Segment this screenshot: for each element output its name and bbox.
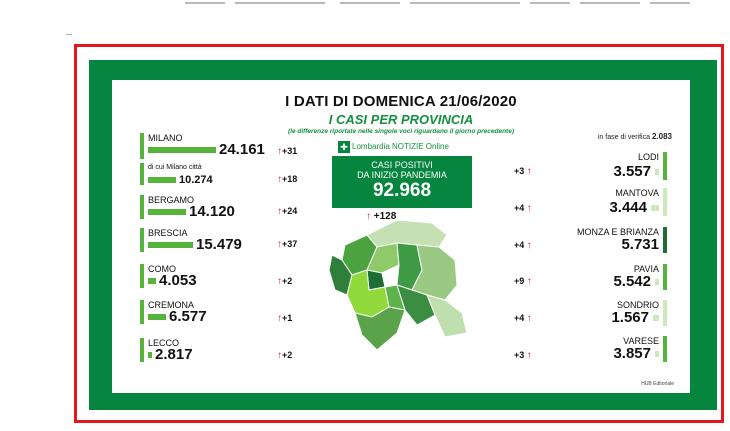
province-value-row: 3.444 <box>609 200 659 215</box>
map-province-mantova <box>426 294 468 338</box>
province-value-row: 5.731 <box>621 236 659 253</box>
province-sondrio: SONDRIO 1.567 <box>552 300 667 326</box>
top-separator-line <box>0 0 730 6</box>
province-monza: MONZA E BRIANZA 5.731 <box>552 227 667 253</box>
province-name: BERGAMO <box>148 195 195 205</box>
infographic-title: I DATI DI DOMENICA 21/06/2020 <box>285 93 517 110</box>
province-como: COMO 4.053 <box>140 264 270 288</box>
province-value-row: 2.817 <box>148 347 193 362</box>
province-name: CREMONA <box>148 300 195 310</box>
province-milano: MILANO 24.161 <box>140 133 270 159</box>
province-milano-city: di cui Milano città 10.274 <box>140 163 270 188</box>
delta-monza: +4 ↑ <box>514 240 532 251</box>
total-value: 92.968 <box>372 180 432 201</box>
province-name: VARESE <box>623 336 659 346</box>
province-name: PAVIA <box>633 264 659 274</box>
province-value-row: 6.577 <box>148 309 207 324</box>
delta-milano-city: ↑+18 <box>277 174 298 185</box>
province-name: SONDRIO <box>616 300 659 310</box>
province-lecco: LECCO 2.817 <box>140 338 270 362</box>
infographic-subtitle: I CASI PER PROVINCIA <box>328 112 474 127</box>
province-name: COMO <box>148 264 176 274</box>
delta-lodi: +3 ↑ <box>514 166 532 177</box>
delta-pavia: +9 ↑ <box>514 276 532 287</box>
total-label-line2: DA INIZIO PANDEMIA <box>357 170 447 180</box>
verification-count: in fase di verifica 2.083 <box>597 132 672 141</box>
province-brescia: BRESCIA 15.479 <box>140 228 270 252</box>
delta-lecco: ↑+2 <box>277 350 293 361</box>
province-value-row: 3.857 <box>613 346 659 361</box>
lombardia-cross-icon: ✚ <box>338 141 350 153</box>
map-province-sondrio <box>366 219 448 248</box>
delta-varese: +3 ↑ <box>514 350 532 361</box>
province-bergamo: BERGAMO 14.120 <box>140 195 270 219</box>
province-mantova: MANTOVA 3.444 <box>552 188 667 216</box>
province-value-row: 10.274 <box>148 173 213 188</box>
province-lodi: LODI 3.557 <box>552 152 667 180</box>
province-value-row: 14.120 <box>148 204 235 219</box>
delta-bergamo: ↑+24 <box>277 206 298 217</box>
province-name: MILANO <box>148 133 183 143</box>
map-province-pavia <box>354 306 406 351</box>
province-pavia: PAVIA 5.542 <box>552 264 667 290</box>
total-cases-box: CASI POSITIVI DA INIZIO PANDEMIA 92.968 <box>332 156 472 208</box>
province-value-row: 15.479 <box>148 237 242 252</box>
province-name: LODI <box>637 152 659 162</box>
infographic-card: I DATI DI DOMENICA 21/06/2020 I CASI PER… <box>112 80 690 393</box>
province-name: di cui Milano città <box>148 164 202 171</box>
infographic-note: (le differenze riportate nelle singole v… <box>288 128 514 135</box>
province-name: LECCO <box>148 338 180 348</box>
delta-como: ↑+2 <box>277 276 293 287</box>
province-name: MONZA E BRIANZA <box>576 227 659 237</box>
map-province-lecco <box>366 242 400 274</box>
delta-milano: ↑+31 <box>277 146 298 157</box>
delta-sondrio: +4 ↑ <box>514 313 532 324</box>
credit-text: HUB Editoriale <box>641 381 674 387</box>
province-value-row: 24.161 <box>148 142 265 157</box>
province-varese: VARESE 3.857 <box>552 336 667 362</box>
province-cremona: CREMONA 6.577 <box>140 300 270 324</box>
province-name: MANTOVA <box>615 188 659 198</box>
province-value-row: 4.053 <box>148 273 197 288</box>
province-value-row: 1.567 <box>611 310 659 325</box>
province-value-row: 5.542 <box>613 274 659 289</box>
delta-mantova: +4 ↑ <box>514 203 532 214</box>
total-label-line1: CASI POSITIVI <box>371 160 433 170</box>
total-delta: ↑ +128 <box>366 211 397 222</box>
delta-cremona: ↑+1 <box>277 313 293 324</box>
brand-logo: ✚ Lombardia NOTIZIE Online <box>338 141 449 153</box>
lombardy-map <box>328 219 468 351</box>
province-name: BRESCIA <box>148 228 188 238</box>
province-value-row: 3.557 <box>613 164 659 179</box>
small-dash <box>66 34 72 35</box>
delta-brescia: ↑+37 <box>277 239 298 250</box>
